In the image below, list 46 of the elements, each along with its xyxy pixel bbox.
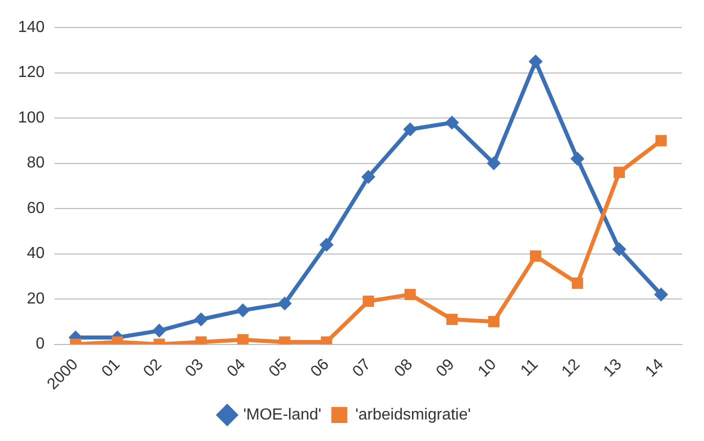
point xyxy=(236,303,250,318)
y-tick-label: 40 xyxy=(26,245,45,262)
y-tick-label: 120 xyxy=(18,64,45,82)
x-tick-label: 09 xyxy=(433,356,458,381)
point xyxy=(654,287,668,302)
point xyxy=(488,316,500,328)
y-tick-label: 20 xyxy=(26,290,45,308)
x-tick-label: 11 xyxy=(518,356,542,380)
point xyxy=(444,116,459,130)
x-tick-label: 02 xyxy=(140,356,166,381)
point xyxy=(446,314,458,326)
point xyxy=(528,54,543,69)
y-tick-label: 100 xyxy=(18,109,45,126)
x-tick-label: 03 xyxy=(182,356,208,381)
point xyxy=(237,334,249,344)
x-tick-label: 04 xyxy=(224,356,249,381)
point xyxy=(655,135,667,146)
x-tick-label: 10 xyxy=(475,356,500,381)
point xyxy=(403,122,418,136)
point xyxy=(278,296,292,311)
point xyxy=(614,166,625,178)
point xyxy=(612,242,626,256)
y-tick-label: 80 xyxy=(26,154,45,172)
y-tick-label: 60 xyxy=(26,200,45,217)
point xyxy=(362,296,374,307)
x-tick-label: 01 xyxy=(98,356,124,381)
point xyxy=(572,278,584,289)
x-tick-label: 08 xyxy=(392,356,416,381)
x-tick-label: 05 xyxy=(266,356,291,381)
point xyxy=(152,324,166,338)
x-tick-label: 13 xyxy=(600,356,626,381)
x-tick-label: 07 xyxy=(350,356,374,381)
point xyxy=(320,238,334,252)
legend-label: 'arbeidsmigratie' xyxy=(355,406,471,424)
point xyxy=(486,156,501,170)
x-tick-label: 14 xyxy=(642,356,668,381)
x-tick-label: 12 xyxy=(558,356,584,381)
y-tick-label: 140 xyxy=(18,19,45,36)
point xyxy=(194,312,208,326)
y-tick-label: 0 xyxy=(36,336,45,353)
point xyxy=(570,152,584,166)
legend-label: 'MOE-land' xyxy=(243,406,322,424)
x-tick-label: 06 xyxy=(308,356,333,381)
point xyxy=(404,288,416,300)
point xyxy=(361,170,376,184)
point xyxy=(530,250,542,262)
